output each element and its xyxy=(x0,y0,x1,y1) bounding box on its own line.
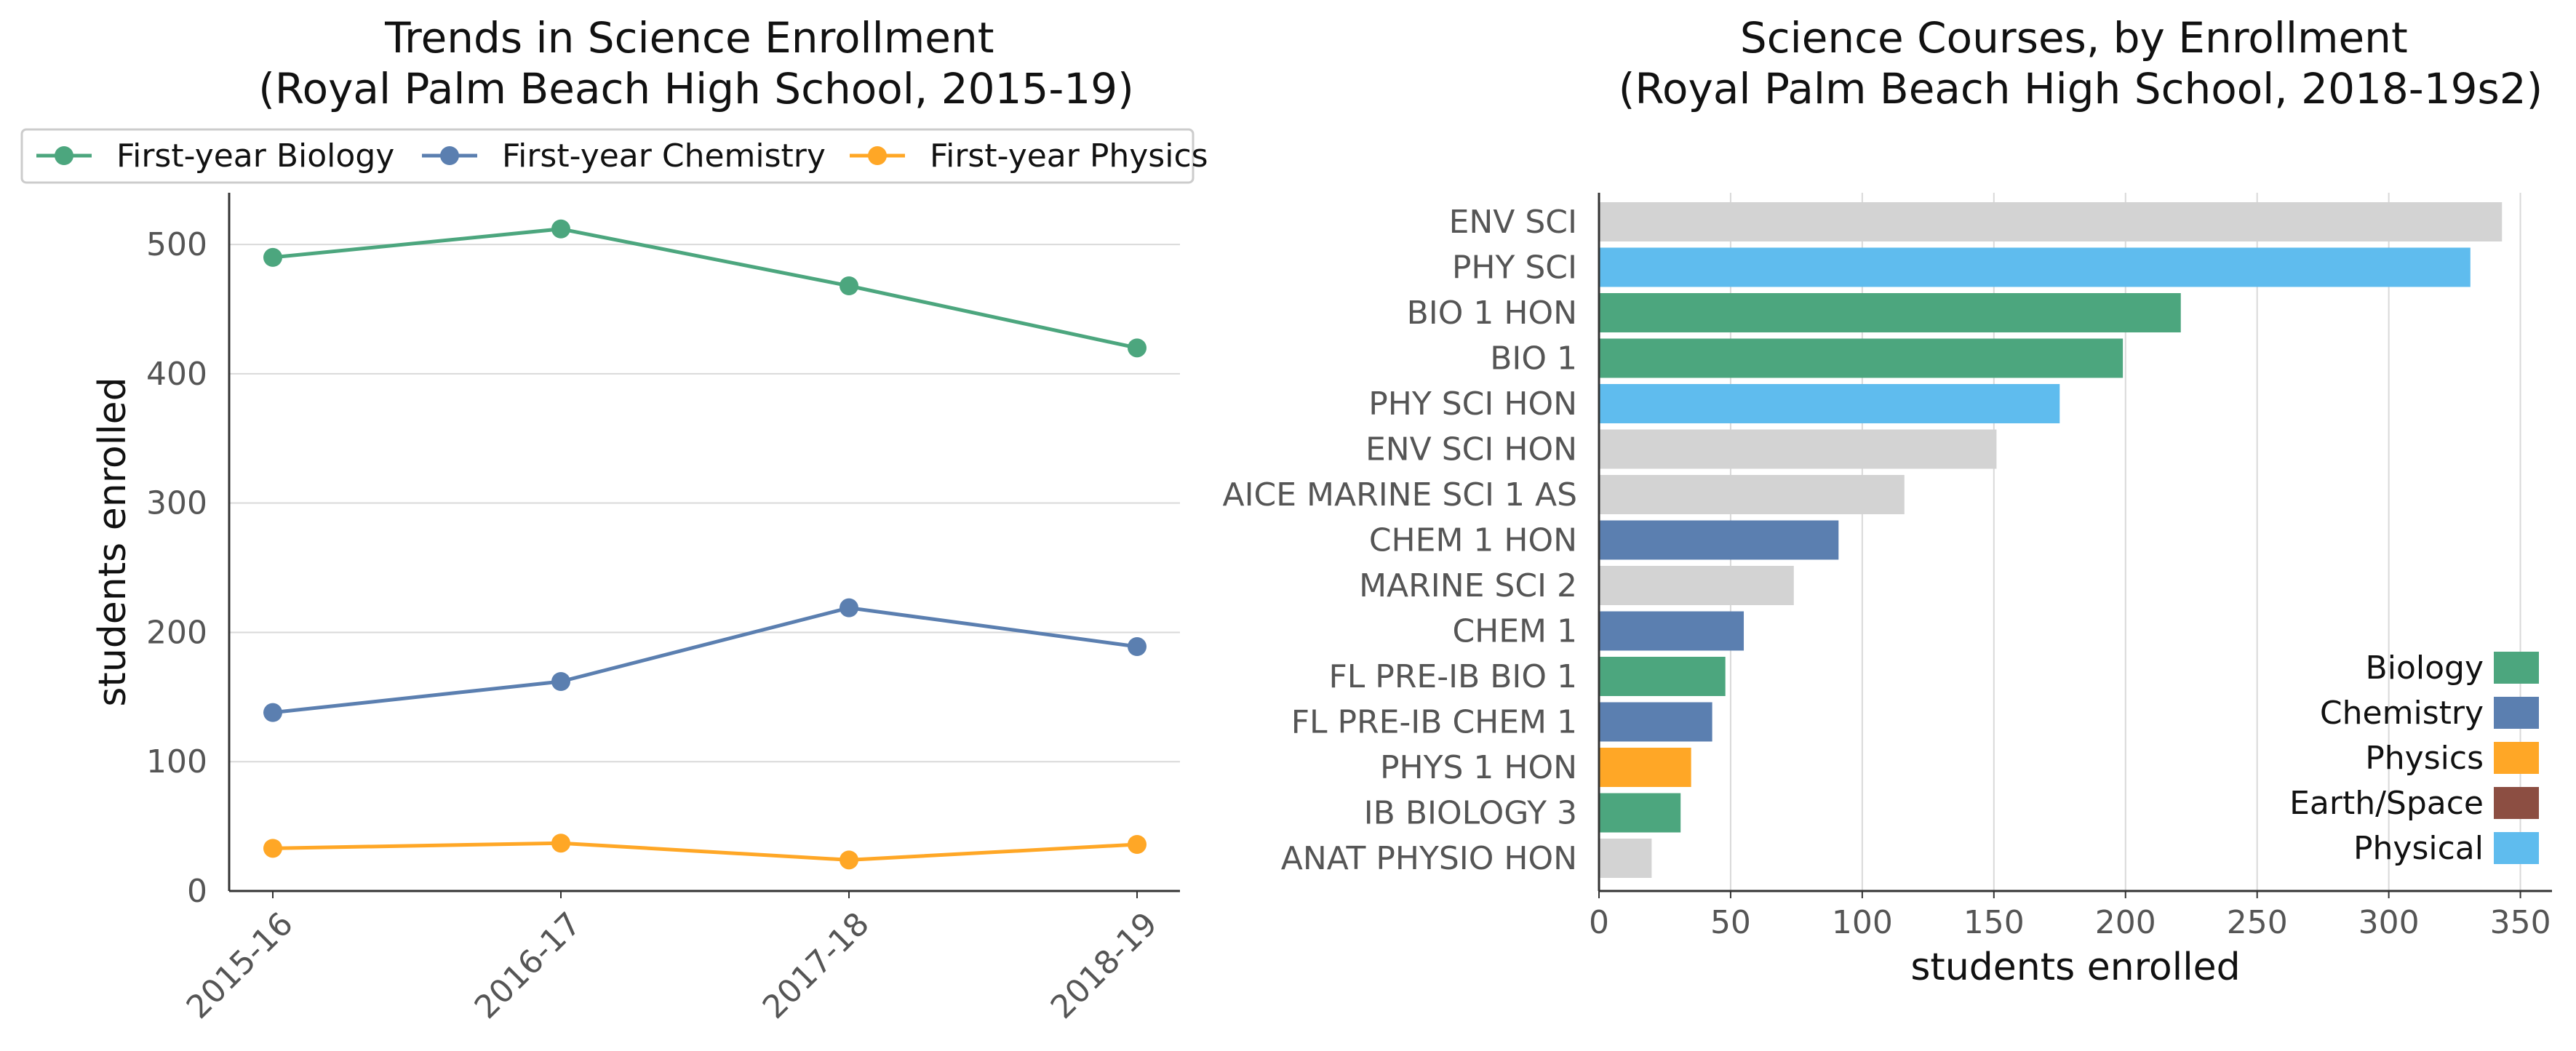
category-label: ANAT PHYSIO HON xyxy=(1281,840,1577,877)
x-tick-label: 2017-18 xyxy=(756,906,877,1026)
bar xyxy=(1599,611,1744,651)
data-point xyxy=(1128,835,1147,854)
data-point xyxy=(551,672,570,691)
bar-chart-category-labels: ENV SCI PHY SCI BIO 1 HON BIO 1 PHY SCI HON E… xyxy=(1222,204,1577,877)
x-tick-label: 250 xyxy=(2227,904,2288,941)
bar xyxy=(1599,793,1681,833)
bar xyxy=(1599,202,2503,241)
legend-swatch xyxy=(2494,697,2539,729)
series-line xyxy=(272,227,1138,350)
bar-chart-title: Science Courses, by Enrollment (Royal Pa… xyxy=(1619,13,2543,113)
x-tick-label: 2018-19 xyxy=(1044,906,1165,1026)
category-label: PHY SCI HON xyxy=(1368,385,1577,423)
legend-label: Physics xyxy=(2365,740,2484,777)
bar xyxy=(1599,475,1905,514)
legend-swatch xyxy=(2494,652,2539,684)
bar xyxy=(1599,429,1997,469)
legend-label: First-year Biology xyxy=(116,137,394,175)
x-tick-label: 0 xyxy=(1589,904,1609,941)
line-chart-y-ticks: 0 100 200 300 400 500 xyxy=(146,226,207,910)
data-point xyxy=(263,247,282,267)
series-line xyxy=(272,606,1138,715)
x-tick-label: 200 xyxy=(2095,904,2156,941)
legend-swatch xyxy=(2494,832,2539,864)
bar-chart-bars xyxy=(1599,202,2503,878)
category-label: BIO 1 xyxy=(1490,340,1577,377)
y-tick-label: 500 xyxy=(146,226,207,263)
category-label: AICE MARINE SCI 1 AS xyxy=(1222,476,1577,513)
legend-label: Earth/Space xyxy=(2289,785,2484,822)
category-label: IB BIOLOGY 3 xyxy=(1364,795,1577,832)
x-tick-label: 100 xyxy=(1832,904,1893,941)
x-tick-label: 300 xyxy=(2358,904,2420,941)
data-point xyxy=(1128,637,1147,656)
data-point xyxy=(551,219,570,239)
line-chart-legend-frame xyxy=(20,128,1195,184)
category-label: CHEM 1 xyxy=(1452,613,1577,650)
data-point xyxy=(551,834,570,853)
data-point xyxy=(263,703,282,722)
category-label: BIO 1 HON xyxy=(1407,295,1577,332)
category-label: ENV SCI HON xyxy=(1365,431,1577,468)
y-tick-label: 400 xyxy=(146,356,207,393)
category-label: ENV SCI xyxy=(1449,204,1577,241)
bar-chart-legend: Biology Chemistry Physics Earth/Space Physic… xyxy=(2289,650,2539,867)
bar-chart-x-ticks: 0 50 100 150 200 250 300 350 xyxy=(1589,891,2551,941)
bar xyxy=(1599,657,1726,696)
bar xyxy=(1599,702,1712,742)
category-label: CHEM 1 HON xyxy=(1369,522,1577,559)
x-tick-label: 2015-16 xyxy=(180,906,300,1026)
line-chart-series xyxy=(263,219,1147,870)
line-chart-y-axis-label: students enrolled xyxy=(91,377,135,706)
legend-swatch xyxy=(2494,787,2539,819)
bar xyxy=(1599,384,2060,423)
bar-chart-x-axis-label: students enrolled xyxy=(1910,946,2240,989)
category-label: FL PRE-IB CHEM 1 xyxy=(1291,704,1577,741)
line-chart-gridlines xyxy=(229,244,1180,763)
line-chart: Trends in Science Enrollment (Royal Palm… xyxy=(20,13,1208,1026)
bar xyxy=(1599,748,1691,787)
x-tick-label: 350 xyxy=(2490,904,2551,941)
legend-label: First-year Physics xyxy=(930,137,1208,175)
data-point xyxy=(840,598,858,618)
line-chart-title: Trends in Science Enrollment (Royal Palm… xyxy=(258,13,1133,113)
bar xyxy=(1599,839,1652,878)
bar-chart: Science Courses, by Enrollment (Royal Pa… xyxy=(1222,13,2552,989)
series-line xyxy=(272,841,1138,862)
line-chart-legend: First-year Biology First-year Chemistry Fi… xyxy=(20,128,1208,184)
y-tick-label: 200 xyxy=(146,614,207,651)
category-label: FL PRE-IB BIO 1 xyxy=(1328,658,1577,695)
category-label: PHY SCI xyxy=(1452,249,1577,287)
legend-marker xyxy=(55,146,73,165)
legend-label: First-year Chemistry xyxy=(502,137,826,175)
legend-marker xyxy=(868,146,887,165)
category-label: PHYS 1 HON xyxy=(1380,749,1577,786)
bar xyxy=(1599,293,2181,332)
y-tick-label: 0 xyxy=(187,873,207,910)
data-point xyxy=(1128,338,1147,358)
y-tick-label: 300 xyxy=(146,485,207,522)
bar xyxy=(1599,566,1794,605)
bar xyxy=(1599,520,1839,560)
x-tick-label: 50 xyxy=(1710,904,1751,941)
x-tick-label: 150 xyxy=(1963,904,2025,941)
legend-marker xyxy=(440,146,459,165)
legend-label: Physical xyxy=(2353,830,2484,867)
bar xyxy=(1599,247,2471,287)
data-point xyxy=(840,276,858,295)
x-tick-label: 2016-17 xyxy=(468,906,589,1026)
line-chart-x-ticks: 2015-16 2016-17 2017-18 2018-19 xyxy=(180,891,1165,1026)
category-label: MARINE SCI 2 xyxy=(1359,567,1577,604)
y-tick-label: 100 xyxy=(146,743,207,780)
bar xyxy=(1599,338,2124,378)
data-point xyxy=(263,839,282,858)
legend-swatch xyxy=(2494,742,2539,774)
legend-label: Chemistry xyxy=(2320,695,2484,732)
legend-label: Biology xyxy=(2366,650,2484,687)
data-point xyxy=(840,850,858,870)
